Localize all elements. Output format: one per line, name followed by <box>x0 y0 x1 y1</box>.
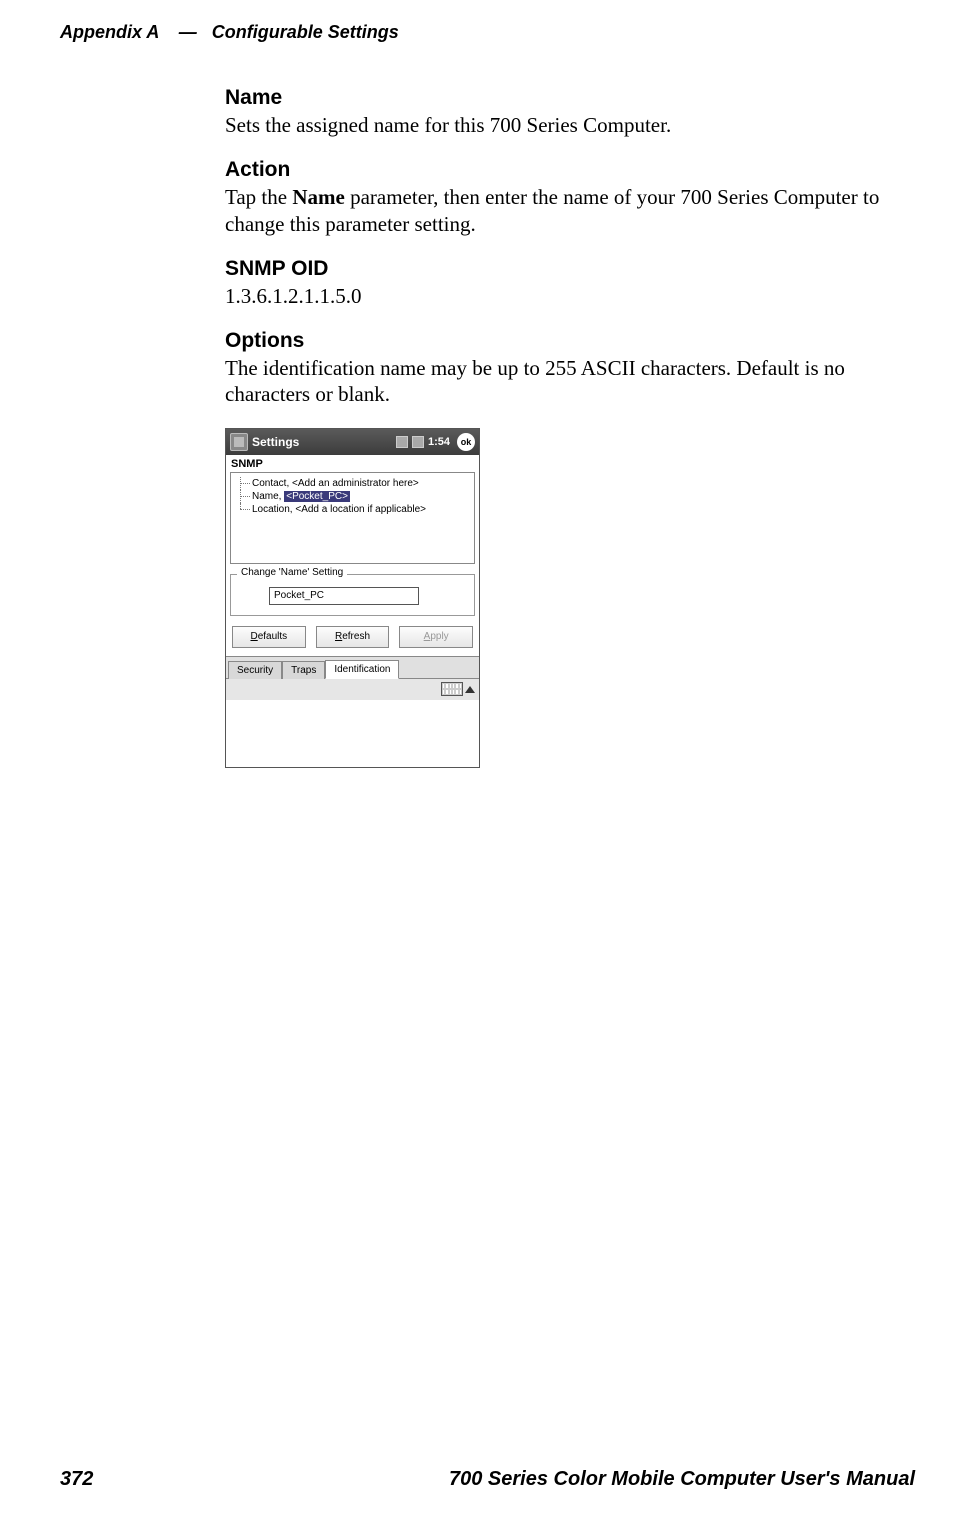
heading-name: Name <box>225 86 905 110</box>
apply-rest: pply <box>430 631 448 642</box>
client-area: SNMP Contact, <Add an administrator here… <box>226 455 479 700</box>
section-options: Options The identification name may be u… <box>225 329 905 408</box>
tree-name-value: <Pocket_PC> <box>284 491 350 502</box>
content-column: Name Sets the assigned name for this 700… <box>225 80 905 768</box>
heading-snmp: SNMP OID <box>225 257 905 281</box>
pocketpc-screenshot: Settings 1:54 ok SNMP Contact, <Add an a… <box>225 428 480 768</box>
refresh-accel: R <box>335 631 342 642</box>
window-title: Settings <box>252 435 396 449</box>
connectivity-icon <box>396 436 408 448</box>
start-flag-icon[interactable] <box>230 433 248 451</box>
page-number: 372 <box>60 1468 93 1491</box>
body-options: The identification name may be up to 255… <box>225 355 905 408</box>
refresh-button[interactable]: Refresh <box>316 626 390 648</box>
tab-identification[interactable]: Identification <box>325 660 399 679</box>
name-input[interactable] <box>269 587 419 605</box>
defaults-rest: efaults <box>258 631 287 642</box>
action-bold: Name <box>292 185 344 209</box>
app-label: SNMP <box>226 455 479 472</box>
tab-security[interactable]: Security <box>228 661 282 679</box>
keyboard-icon[interactable] <box>441 682 463 696</box>
ok-button[interactable]: ok <box>457 433 475 451</box>
body-snmp: 1.3.6.1.2.1.1.5.0 <box>225 283 905 309</box>
body-action: Tap the Name parameter, then enter the n… <box>225 184 905 237</box>
sip-bar <box>226 678 479 700</box>
tree-item-contact[interactable]: Contact, <Add an administrator here> <box>234 477 471 490</box>
tab-strip: Security Traps Identification <box>226 656 479 678</box>
titlebar: Settings 1:54 ok <box>226 429 479 455</box>
button-row: Defaults Refresh Apply <box>226 622 479 656</box>
group-legend: Change 'Name' Setting <box>237 567 347 578</box>
header-letter: A <box>146 22 158 42</box>
defaults-button[interactable]: Defaults <box>232 626 306 648</box>
defaults-accel: D <box>250 631 257 642</box>
clock: 1:54 <box>428 436 450 448</box>
volume-icon <box>412 436 424 448</box>
tab-traps[interactable]: Traps <box>282 661 325 679</box>
tree-view[interactable]: Contact, <Add an administrator here> Nam… <box>230 472 475 564</box>
apply-button: Apply <box>399 626 473 648</box>
header-appendix: Appendix <box>60 22 142 42</box>
refresh-rest: efresh <box>342 631 370 642</box>
body-name: Sets the assigned name for this 700 Seri… <box>225 112 905 138</box>
section-action: Action Tap the Name parameter, then ente… <box>225 158 905 237</box>
page: Appendix A — Configurable Settings Name … <box>0 0 975 1521</box>
running-header: Appendix A — Configurable Settings <box>60 22 399 43</box>
manual-title: 700 Series Color Mobile Computer User's … <box>449 1468 915 1491</box>
system-tray: 1:54 ok <box>396 433 475 451</box>
tree-item-location[interactable]: Location, <Add a location if applicable> <box>234 503 471 516</box>
apply-accel: A <box>424 631 431 642</box>
section-snmp: SNMP OID 1.3.6.1.2.1.1.5.0 <box>225 257 905 309</box>
tree-name-label: Name, <box>252 491 284 502</box>
heading-action: Action <box>225 158 905 182</box>
header-title: Configurable Settings <box>212 22 399 42</box>
action-pre: Tap the <box>225 185 292 209</box>
heading-options: Options <box>225 329 905 353</box>
tree-item-name[interactable]: Name, <Pocket_PC> <box>234 490 471 503</box>
change-setting-group: Change 'Name' Setting <box>230 574 475 616</box>
header-dash: — <box>179 22 197 42</box>
sip-arrow-icon[interactable] <box>465 686 475 693</box>
section-name: Name Sets the assigned name for this 700… <box>225 86 905 138</box>
